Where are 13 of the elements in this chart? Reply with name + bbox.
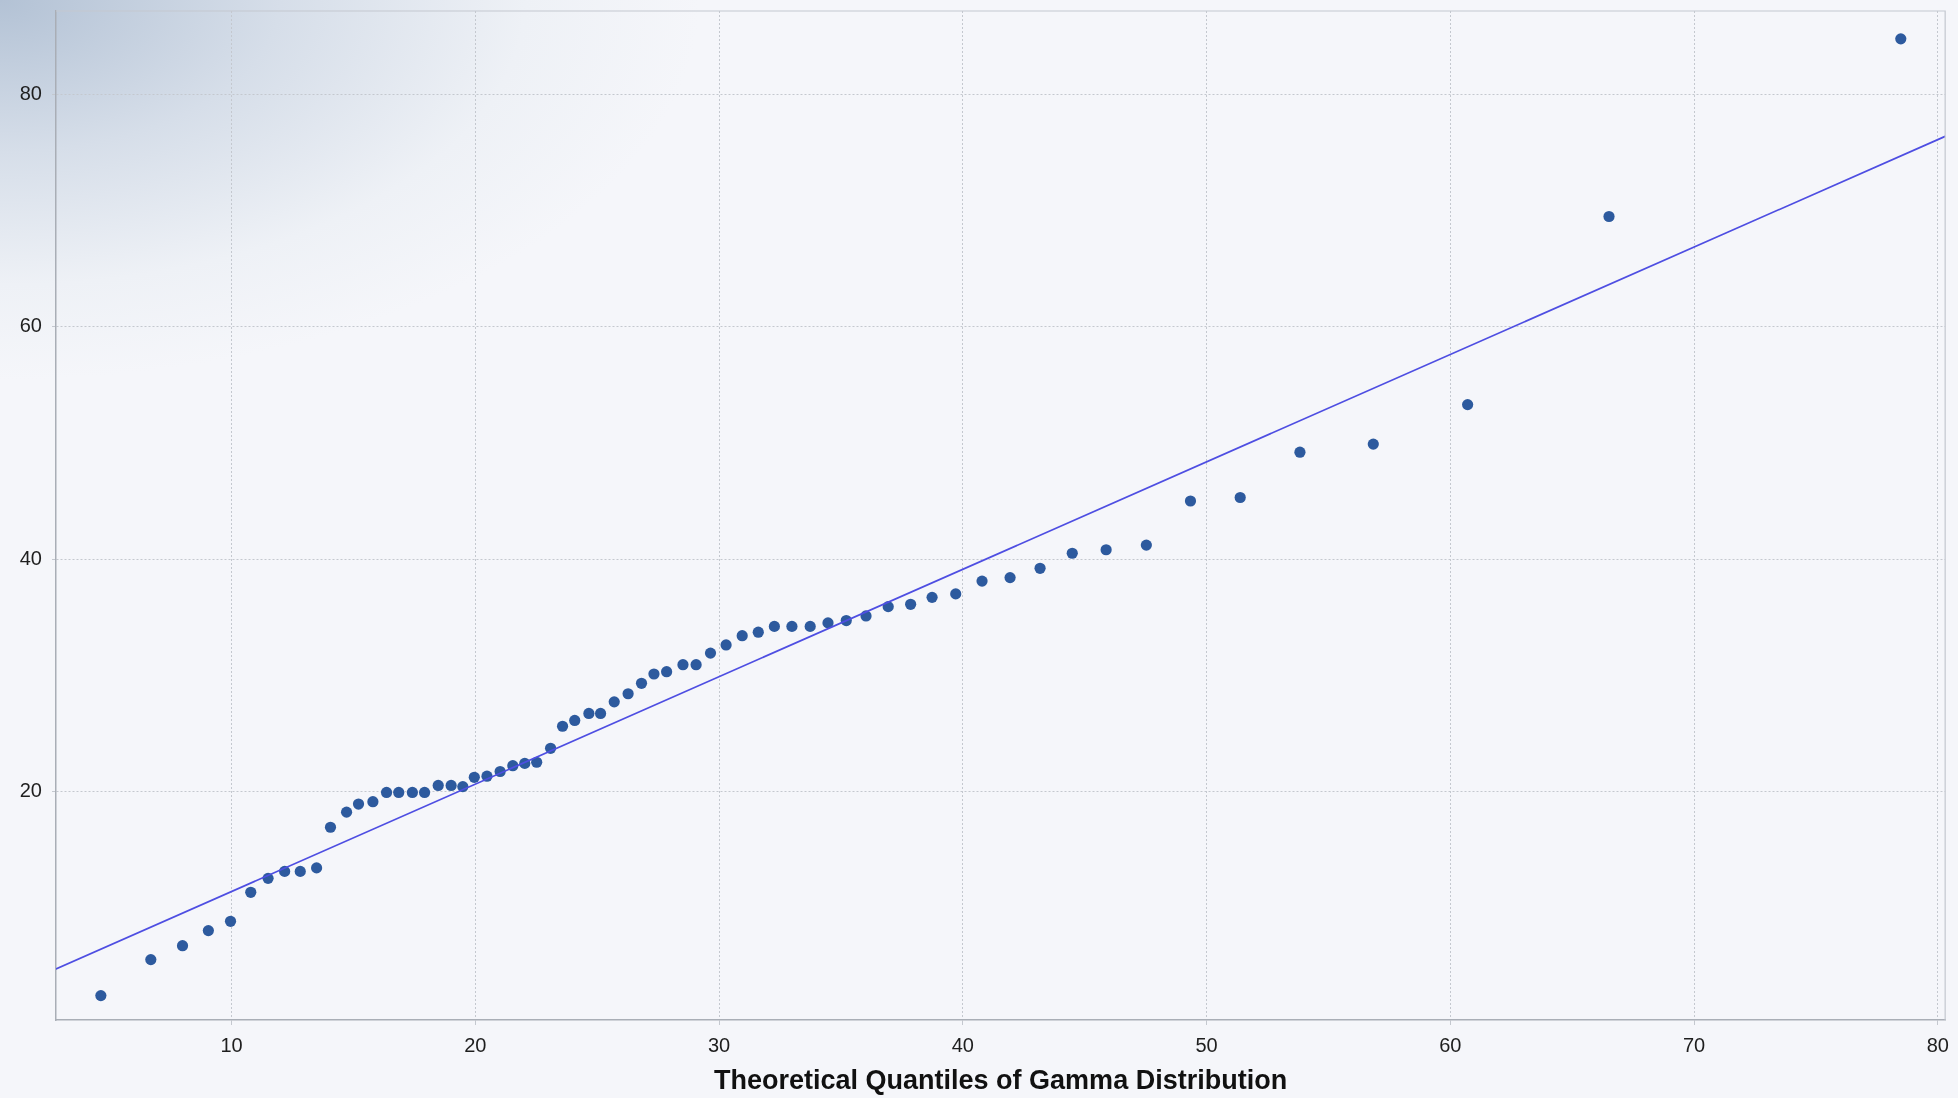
x-tick-label: 10 xyxy=(220,1033,243,1056)
x-axis-title: Theoretical Quantiles of Gamma Distribution xyxy=(714,1065,1288,1096)
x-tick-label: 70 xyxy=(1682,1033,1706,1056)
x-tick-label: 60 xyxy=(1439,1033,1462,1056)
y-tick-label: 20 xyxy=(19,778,42,801)
y-tick-label: 80 xyxy=(19,82,42,105)
x-tick-label: 40 xyxy=(951,1033,974,1056)
x-tick-label: 20 xyxy=(464,1033,487,1056)
x-tick-label: 50 xyxy=(1195,1033,1218,1056)
x-tick-label: 80 xyxy=(1926,1033,1949,1056)
y-tick-label: 40 xyxy=(19,546,42,569)
y-tick-label: 60 xyxy=(19,314,42,337)
x-tick-label: 30 xyxy=(707,1033,731,1056)
